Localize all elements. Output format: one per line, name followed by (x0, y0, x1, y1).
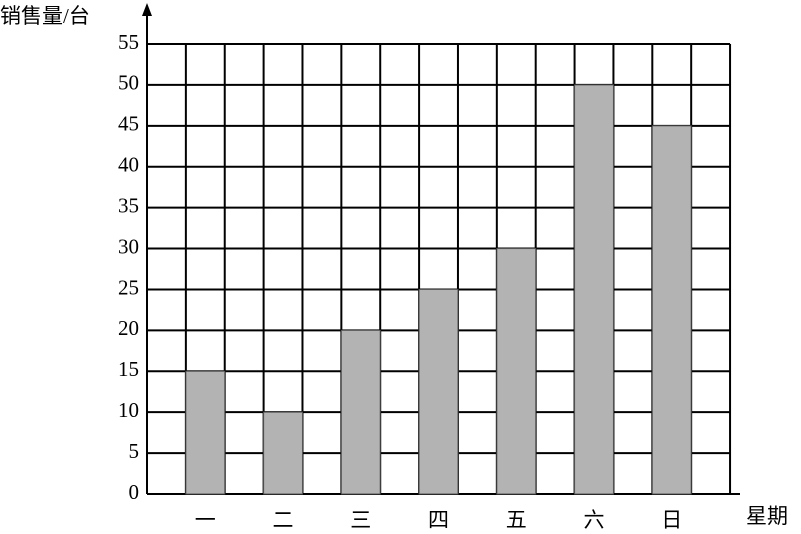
y-tick-label: 20 (118, 316, 139, 340)
bar (340, 329, 381, 495)
x-tick-label: 五 (506, 508, 527, 532)
x-tick-label: 四 (428, 508, 449, 532)
y-tick-label: 45 (118, 112, 139, 136)
y-tick-label: 10 (118, 398, 139, 422)
y-tick-label: 55 (118, 30, 139, 54)
y-tick-label: 0 (129, 480, 140, 504)
y-axis-arrow (142, 3, 152, 16)
y-tick-label: 25 (118, 275, 139, 299)
y-tick-label: 50 (118, 71, 139, 95)
y-axis-label: 销售量/台 (0, 4, 90, 28)
bar (496, 248, 537, 495)
x-tick-label: 日 (661, 508, 682, 532)
x-tick-label: 一 (195, 508, 216, 532)
y-tick-label: 35 (118, 193, 139, 217)
x-tick-label: 三 (350, 508, 371, 532)
y-tick-label: 15 (118, 357, 139, 381)
x-axis-label: 星期 (746, 504, 788, 528)
bar (185, 370, 226, 495)
bar (263, 411, 303, 495)
y-tick-label: 30 (118, 234, 139, 258)
y-tick-label: 40 (118, 153, 139, 177)
bar (651, 125, 692, 495)
y-tick-label: 5 (129, 439, 140, 463)
bar (574, 84, 614, 495)
x-tick-label: 六 (584, 508, 605, 532)
bar (418, 288, 459, 495)
x-tick-label: 二 (273, 508, 294, 532)
